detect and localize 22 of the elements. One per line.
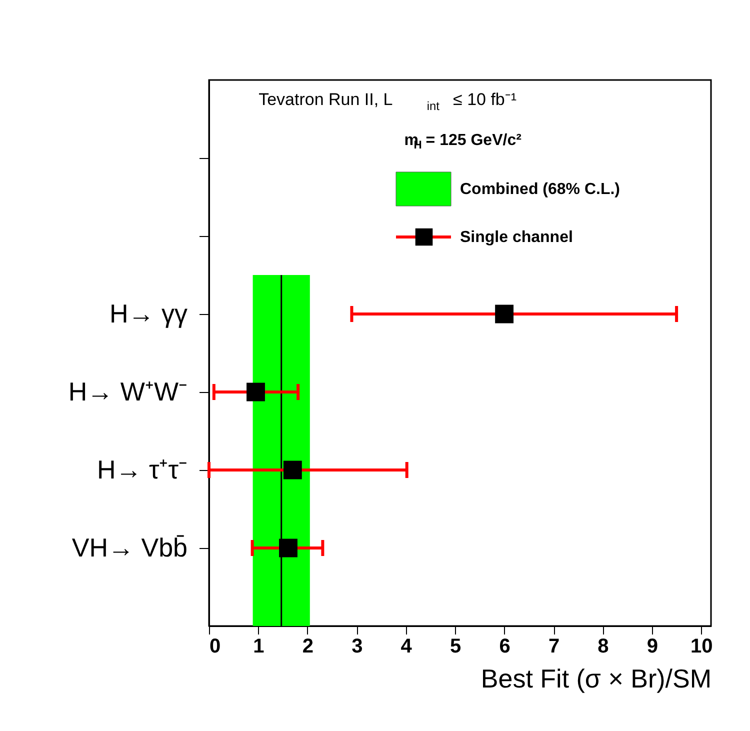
x-tick-label: 0: [210, 636, 221, 658]
y-tick-label: VH→ Vbb̄: [72, 532, 188, 562]
y-tick-label: H→ τ⁺τ⁻: [96, 454, 188, 484]
x-tick-label: 6: [499, 636, 510, 658]
point: [495, 304, 514, 324]
x-tick-label: 5: [450, 636, 462, 658]
x-tick-label: 9: [646, 636, 658, 658]
x-tick-label: 4: [400, 636, 413, 658]
legend-label: Combined (68% C.L.): [460, 181, 620, 198]
y-tick-label: H→ W⁺W⁻: [68, 376, 188, 406]
y-tick-label: H→ γγ: [110, 298, 188, 328]
point: [279, 538, 298, 558]
x-tick-label: 7: [548, 636, 560, 658]
x-tick-label: 1: [253, 636, 264, 658]
x-tick-label: 10: [690, 636, 713, 658]
point: [283, 460, 302, 480]
x-tick-label: 2: [302, 636, 314, 658]
x-tick-label: 8: [598, 636, 609, 658]
point: [246, 382, 265, 402]
x-axis-title: Best Fit (σ × Br)/SM: [480, 664, 712, 694]
x-tick-label: 3: [352, 636, 363, 658]
legend-label: Single channel: [460, 229, 573, 246]
